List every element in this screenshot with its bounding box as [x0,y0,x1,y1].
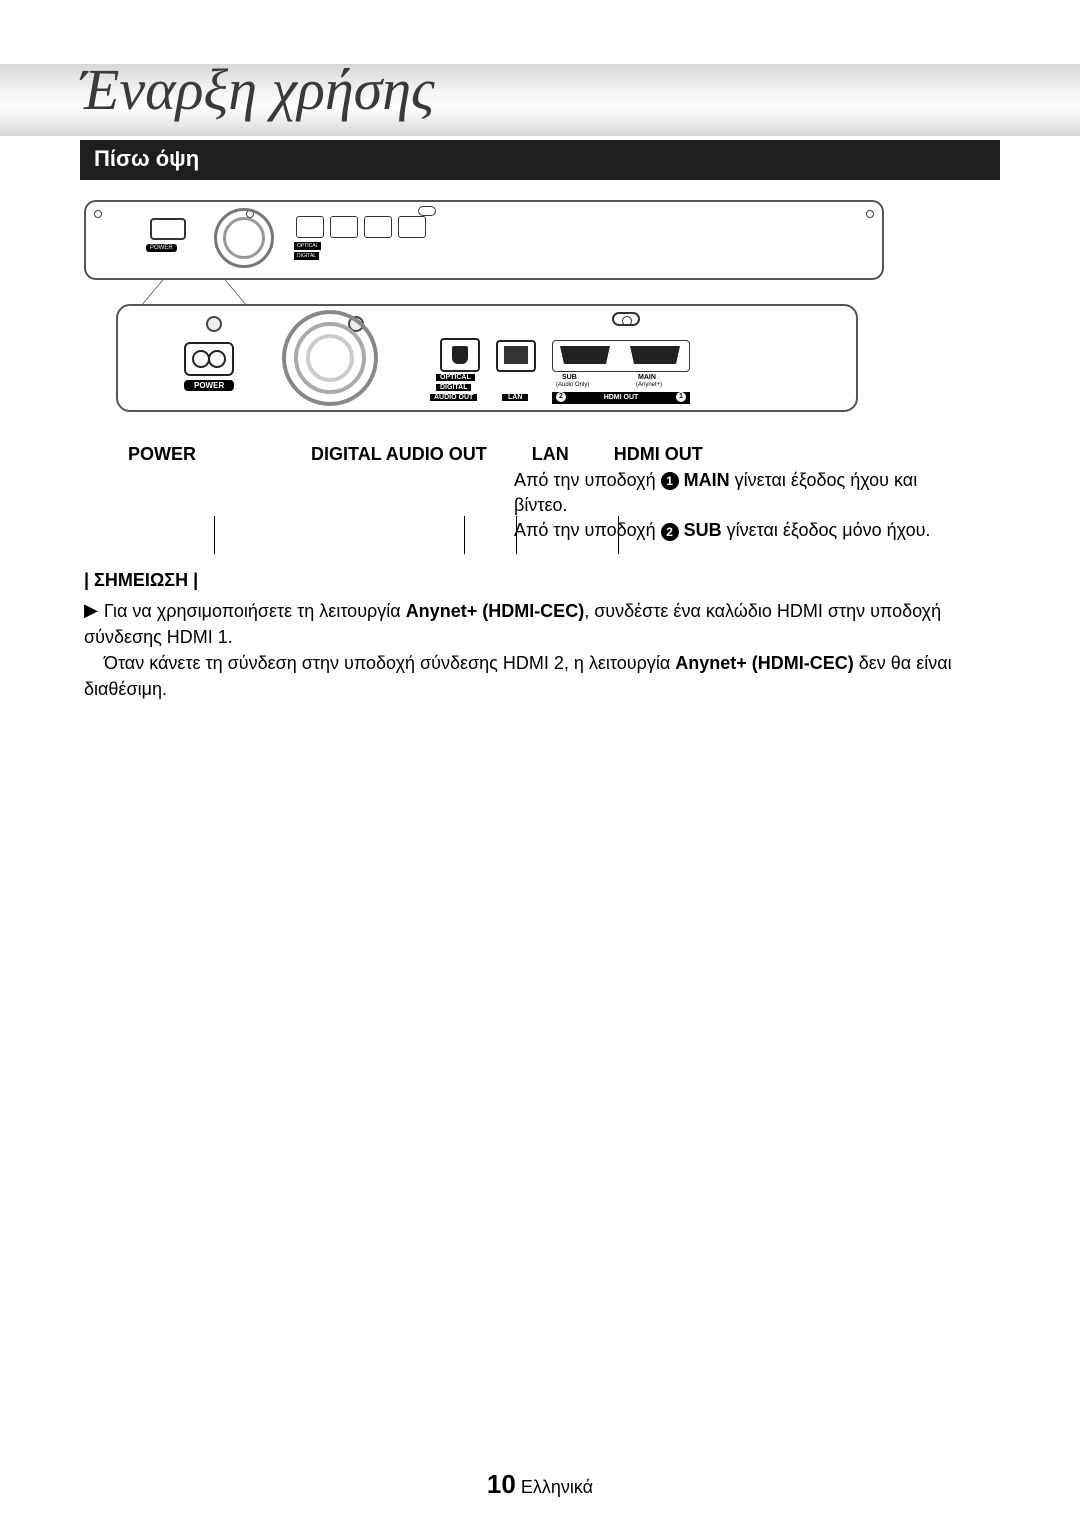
digital-label-small: DIGITAL [294,252,319,260]
lan-label: LAN [502,394,528,401]
hdmi-main-port-icon [630,346,680,364]
power-port-icon [184,342,234,376]
circled-1-icon: 1 [661,472,679,490]
hdmi-out-label: HDMI OUT [604,394,639,401]
port-group-small [296,216,432,238]
optical-port-icon [440,338,480,372]
hdmi-out-bar: 2 HDMI OUT 1 [552,392,690,404]
hdmi-main-note: (Anynet+) [636,382,662,388]
sensor-icon [612,312,640,326]
hdmi-sub-port-icon [560,346,610,364]
hdmi-number-1: 1 [676,392,686,402]
desc-bold: MAIN [679,470,730,490]
leader-line [464,516,465,554]
rear-panel-diagram: POWER OPTICAL DIGITAL POWER OPTICAL DIGI… [84,200,996,440]
page-title: Έναρξη χρήσης [80,56,435,123]
label-power: POWER [128,444,196,465]
desc-text: γίνεται έξοδος μόνο ήχου. [722,520,931,540]
note-body: ▶ Για να χρησιμοποιήσετε τη λειτουργία An… [84,598,996,702]
power-label: POWER [184,380,234,391]
page-number: 10 [487,1469,516,1499]
section-heading: Πίσω όψη [80,140,1000,180]
note-text: Για να χρησιμοποιήσετε τη λειτουργία [104,601,406,621]
rear-panel-overview: POWER OPTICAL DIGITAL [84,200,884,280]
digital-label: DIGITAL [436,384,471,391]
rear-panel-zoom: POWER OPTICAL DIGITAL AUDIO OUT LAN SUB … [116,304,858,412]
power-port-icon [150,218,186,240]
power-label-small: POWER [146,244,177,252]
label-hdmi-out: HDMI OUT [614,444,703,465]
desc-text: Από την υποδοχή [514,520,661,540]
callout-labels: POWER DIGITAL AUDIO OUT LAN HDMI OUT [128,444,928,465]
fan-icon [214,208,274,268]
note-bold: Anynet+ (HDMI-CEC) [675,653,854,673]
hdmi-sub-note: (Audio Only) [556,382,589,388]
page-language: Ελληνικά [521,1477,593,1497]
triangle-bullet-icon: ▶ [84,597,98,623]
circled-2-icon: 2 [661,523,679,541]
fan-icon [282,310,378,406]
hdmi-main-label: MAIN [638,374,656,381]
optical-label: OPTICAL [436,374,475,381]
note-bold: Anynet+ (HDMI-CEC) [406,601,585,621]
hdmi-number-2: 2 [556,392,566,402]
lan-port-icon [496,340,536,372]
optical-label-small: OPTICAL [294,242,321,250]
hdmi-sub-label: SUB [562,374,577,381]
desc-text: Από την υποδοχή [514,470,661,490]
label-digital-audio-out: DIGITAL AUDIO OUT [311,444,487,465]
desc-bold: SUB [679,520,722,540]
note-heading: | ΣΗΜΕΙΩΣΗ | [84,570,198,591]
label-lan: LAN [532,444,569,465]
audio-out-label: AUDIO OUT [430,394,477,401]
hdmi-description: Από την υποδοχή 1 MAIN γίνεται έξοδος ήχ… [514,468,934,544]
leader-line [214,516,215,554]
page-footer: 10 Ελληνικά [0,1469,1080,1500]
note-text: Όταν κάνετε τη σύνδεση στην υποδοχή σύνδ… [104,653,675,673]
